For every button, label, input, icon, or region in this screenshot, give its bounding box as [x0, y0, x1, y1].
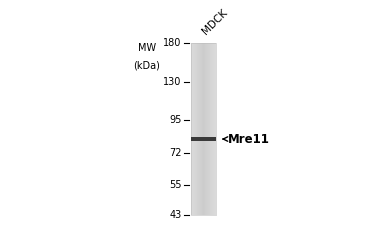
Text: MDCK: MDCK: [201, 8, 230, 37]
Bar: [204, 44, 205, 215]
Bar: [199, 44, 200, 215]
Text: 130: 130: [163, 78, 182, 88]
Bar: [203, 44, 204, 215]
Bar: [202, 44, 203, 215]
Text: MW: MW: [137, 43, 156, 53]
Bar: [209, 44, 210, 215]
Text: 180: 180: [163, 38, 182, 48]
Bar: [211, 44, 212, 215]
Bar: [205, 44, 206, 215]
Bar: [207, 44, 208, 215]
Text: 95: 95: [169, 115, 182, 125]
Bar: [213, 44, 214, 215]
Bar: [212, 44, 213, 215]
Bar: [196, 44, 197, 215]
Bar: [191, 44, 192, 215]
Bar: [207, 44, 208, 215]
Bar: [205, 44, 206, 215]
Bar: [200, 44, 201, 215]
Bar: [214, 44, 215, 215]
Bar: [199, 44, 200, 215]
Text: (kDa): (kDa): [133, 61, 160, 71]
Bar: [198, 44, 199, 215]
Bar: [204, 44, 205, 215]
Bar: [208, 44, 209, 215]
Bar: [201, 44, 202, 215]
Bar: [191, 44, 192, 215]
Bar: [206, 44, 207, 215]
Bar: [198, 44, 199, 215]
Bar: [194, 44, 195, 215]
Bar: [212, 44, 213, 215]
Bar: [209, 44, 210, 215]
Bar: [196, 44, 197, 215]
Bar: [215, 44, 216, 215]
Bar: [203, 44, 204, 215]
Bar: [191, 137, 216, 141]
Bar: [192, 44, 193, 215]
Text: 72: 72: [169, 148, 182, 158]
Bar: [195, 44, 196, 215]
Bar: [195, 44, 196, 215]
Bar: [197, 44, 198, 215]
Text: 43: 43: [169, 210, 182, 220]
Bar: [191, 44, 216, 215]
Bar: [210, 44, 211, 215]
Bar: [213, 44, 214, 215]
Bar: [200, 44, 201, 215]
Bar: [193, 44, 194, 215]
Bar: [194, 44, 195, 215]
Bar: [215, 44, 216, 215]
Text: 55: 55: [169, 180, 182, 190]
Text: Mre11: Mre11: [228, 132, 270, 145]
Bar: [208, 44, 209, 215]
Bar: [211, 44, 212, 215]
